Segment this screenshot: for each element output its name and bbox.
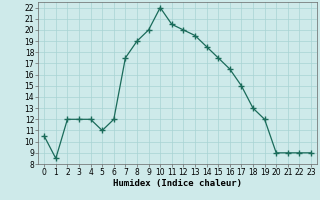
X-axis label: Humidex (Indice chaleur): Humidex (Indice chaleur) xyxy=(113,179,242,188)
